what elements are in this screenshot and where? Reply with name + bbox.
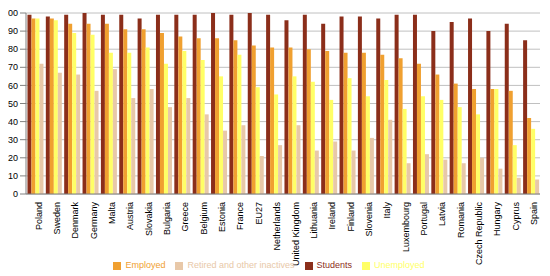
svg-text:Bulgaria: Bulgaria (162, 202, 172, 235)
svg-text:Denmark: Denmark (70, 202, 80, 239)
svg-text:50: 50 (8, 99, 18, 109)
svg-text:Netherlands: Netherlands (272, 202, 282, 251)
svg-text:Cyprus: Cyprus (511, 202, 521, 231)
svg-text:10: 10 (8, 171, 18, 181)
html-text:Employed: Employed (125, 260, 166, 270)
svg-text:Latvia: Latvia (437, 202, 447, 226)
svg-text:Austria: Austria (125, 202, 135, 230)
svg-text:Spain: Spain (529, 202, 539, 225)
svg-text:100: 100 (8, 8, 18, 18)
svg-text:20: 20 (8, 153, 18, 163)
html-text:Retired and other inactives: Retired and other inactives (187, 260, 295, 270)
svg-text:France: France (235, 202, 245, 230)
html-text:Unemployed: Unemployed (374, 260, 425, 270)
svg-text:60: 60 (8, 81, 18, 91)
svg-text:0: 0 (13, 189, 18, 199)
svg-text:Finland: Finland (346, 202, 356, 232)
svg-text:70: 70 (8, 62, 18, 72)
svg-text:Ireland: Ireland (327, 202, 337, 230)
svg-text:Greece: Greece (180, 202, 190, 232)
svg-text:Belgium: Belgium (199, 202, 209, 235)
svg-text:Slovenia: Slovenia (364, 202, 374, 237)
svg-text:Lithuania: Lithuania (309, 202, 319, 239)
svg-text:Malta: Malta (107, 202, 117, 224)
svg-text:Slovakia: Slovakia (144, 202, 154, 236)
svg-text:Italy: Italy (382, 202, 392, 219)
svg-text:Germany: Germany (89, 202, 99, 240)
svg-text:80: 80 (8, 44, 18, 54)
svg-text:30: 30 (8, 135, 18, 145)
html-text:Students: Students (316, 260, 352, 270)
svg-text:Luxembourg: Luxembourg (401, 202, 411, 252)
svg-text:Portugal: Portugal (419, 202, 429, 236)
svg-text:Poland: Poland (34, 202, 44, 230)
svg-text:Hungary: Hungary (492, 202, 502, 237)
svg-text:40: 40 (8, 117, 18, 127)
svg-text:United Kingdom: United Kingdom (291, 202, 301, 266)
svg-text:Sweden: Sweden (52, 202, 62, 235)
svg-text:90: 90 (8, 26, 18, 36)
svg-text:Romania: Romania (456, 202, 466, 238)
svg-text:Czech Republic: Czech Republic (474, 202, 484, 266)
svg-text:Estonia: Estonia (217, 202, 227, 232)
svg-text:EU27: EU27 (254, 202, 264, 225)
